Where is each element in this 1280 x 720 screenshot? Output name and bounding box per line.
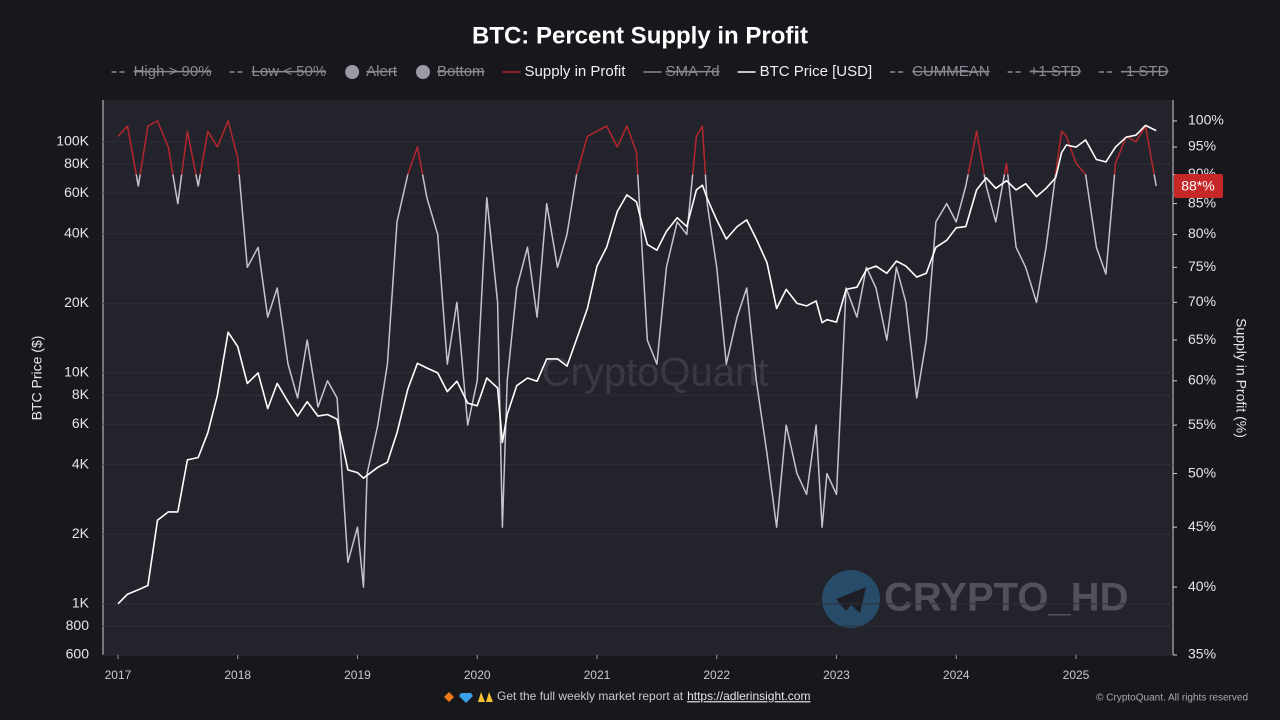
value-badge-label: 88*% <box>1181 178 1214 194</box>
legend-item[interactable]: Supply in Profit <box>502 63 627 80</box>
legend-label: Alert <box>366 63 398 80</box>
legend-item[interactable]: -1 STD <box>1098 63 1169 80</box>
x-tick-label: 2021 <box>584 668 611 682</box>
y2-tick-label: 40% <box>1188 578 1216 594</box>
y-tick-label: 2K <box>72 525 90 541</box>
legend-label: +1 STD <box>1030 63 1081 80</box>
x-tick-label: 2018 <box>224 668 251 682</box>
footer: Get the full weekly market report at htt… <box>444 689 1248 704</box>
y2-tick-label: 35% <box>1188 646 1216 662</box>
y-tick-label: 40K <box>64 225 90 241</box>
y-tick-label: 1K <box>72 594 90 610</box>
legend-label: Bottom <box>437 63 485 80</box>
legend-marker <box>416 65 431 79</box>
y-tick-label: 4K <box>72 455 90 471</box>
legend-label: Supply in Profit <box>525 63 627 80</box>
legend-label: -1 STD <box>1121 63 1169 80</box>
legend-item[interactable]: High > 90% <box>111 63 212 80</box>
y2-tick-label: 100% <box>1188 112 1224 128</box>
legend-item[interactable]: SMA-7d <box>643 63 720 80</box>
icon-hands <box>478 692 493 702</box>
icon-gem <box>459 693 473 703</box>
icon-diamond <box>444 692 454 702</box>
legend-label: BTC Price [USD] <box>760 63 873 80</box>
y-axis-title: BTC Price ($) <box>29 336 45 421</box>
legend-item[interactable]: Low < 50% <box>229 63 327 80</box>
y-tick-label: 800 <box>66 617 90 633</box>
watermark-logo: CRYPTO_HD <box>822 570 1129 628</box>
x-tick-label: 2024 <box>943 668 970 682</box>
chart-title: BTC: Percent Supply in Profit <box>472 22 808 49</box>
y2-axis-title: Supply in Profit (%) <box>1233 318 1249 438</box>
y2-tick-label: 45% <box>1188 518 1216 534</box>
y-tick-label: 10K <box>64 364 90 380</box>
series-line <box>117 120 1157 588</box>
y2-tick-label: 75% <box>1188 258 1216 274</box>
y2-tick-label: 65% <box>1188 331 1216 347</box>
grid <box>103 141 1173 656</box>
legend-item[interactable]: CUMMEAN <box>890 63 990 80</box>
y-tick-label: 8K <box>72 386 90 402</box>
legend-label: High > 90% <box>134 63 212 80</box>
x-tick-label: 2022 <box>703 668 730 682</box>
y-tick-label: 600 <box>66 646 90 662</box>
y2-tick-label: 55% <box>1188 416 1216 432</box>
legend-marker <box>345 65 360 79</box>
legend-item[interactable]: BTC Price [USD] <box>737 63 873 80</box>
legend-label: CUMMEAN <box>912 63 990 80</box>
legend-item[interactable]: +1 STD <box>1007 63 1081 80</box>
legend-item[interactable]: Bottom <box>416 63 485 80</box>
y2-tick-label: 85% <box>1188 194 1216 210</box>
plot-area <box>103 100 1173 655</box>
legend-label: SMA-7d <box>665 63 719 80</box>
x-tick-label: 2019 <box>344 668 371 682</box>
y-tick-label: 100K <box>56 133 89 149</box>
y2-tick-label: 60% <box>1188 372 1216 388</box>
series-line <box>117 124 1157 605</box>
y-tick-label: 60K <box>64 184 90 200</box>
y2-tick-label: 80% <box>1188 225 1216 241</box>
y2-tick-label: 95% <box>1188 138 1216 154</box>
x-tick-label: 2023 <box>823 668 850 682</box>
footer-text: Get the full weekly market report at <box>497 689 684 703</box>
y2-tick-label: 50% <box>1188 464 1216 480</box>
x-tick-label: 2025 <box>1063 668 1090 682</box>
y-tick-label: 20K <box>64 294 90 310</box>
footer-link[interactable]: https://adlerinsight.com <box>687 689 810 703</box>
x-tick-label: 2020 <box>464 668 491 682</box>
legend: High > 90% Low < 50% Alert Bottom Supply in … <box>111 63 1169 80</box>
watermark-text: CRYPTO_HD <box>884 576 1129 620</box>
x-tick-label: 2017 <box>105 668 132 682</box>
legend-item[interactable]: Alert <box>345 63 398 80</box>
y-tick-label: 80K <box>64 155 90 171</box>
legend-label: Low < 50% <box>252 63 327 80</box>
copyright: © CryptoQuant. All rights reserved <box>1096 693 1248 704</box>
y2-tick-label: 70% <box>1188 293 1216 309</box>
y-tick-label: 6K <box>72 415 90 431</box>
value-badge <box>1174 173 1223 198</box>
